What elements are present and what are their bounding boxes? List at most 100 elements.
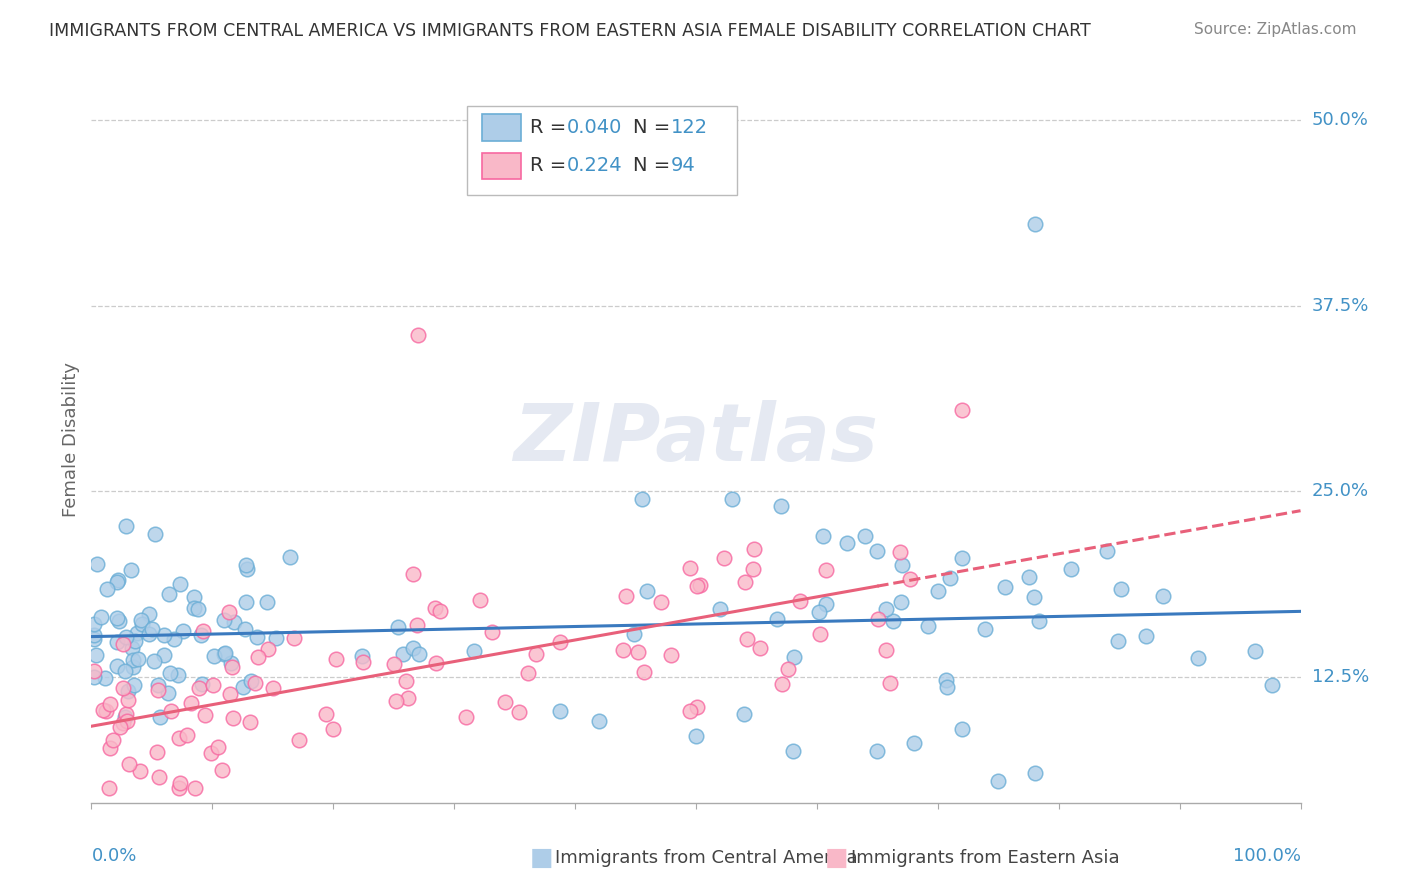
FancyBboxPatch shape	[482, 153, 520, 179]
Point	[938, 571, 960, 585]
Point	[352, 655, 374, 669]
Point	[105, 610, 128, 624]
Point	[83, 669, 105, 683]
Point	[866, 744, 889, 758]
Point	[160, 704, 183, 718]
Point	[402, 566, 425, 581]
Point	[115, 706, 138, 721]
Point	[194, 707, 217, 722]
Point	[807, 605, 830, 619]
Point	[315, 706, 337, 721]
Point	[1024, 217, 1046, 231]
Text: 122: 122	[671, 118, 707, 137]
Point	[96, 582, 118, 596]
Text: 94: 94	[671, 156, 696, 176]
Point	[146, 678, 169, 692]
Point	[183, 590, 205, 604]
Point	[83, 616, 105, 631]
Point	[741, 562, 763, 576]
Point	[121, 640, 143, 655]
Point	[614, 589, 637, 603]
Y-axis label: Female Disability: Female Disability	[62, 362, 80, 516]
Point	[770, 677, 793, 691]
Point	[211, 763, 233, 777]
Point	[148, 682, 170, 697]
Point	[853, 529, 876, 543]
Point	[387, 620, 409, 634]
Point	[811, 529, 834, 543]
Point	[325, 652, 347, 666]
Text: 0.0%: 0.0%	[91, 847, 136, 865]
Point	[221, 660, 243, 674]
Point	[166, 667, 188, 681]
Point	[121, 653, 143, 667]
Point	[810, 627, 832, 641]
Point	[1022, 590, 1045, 604]
Point	[183, 600, 205, 615]
Point	[138, 607, 160, 621]
FancyBboxPatch shape	[482, 114, 520, 141]
Point	[128, 764, 150, 778]
Point	[1135, 629, 1157, 643]
Point	[108, 720, 131, 734]
Point	[950, 722, 973, 736]
Point	[782, 650, 804, 665]
Point	[815, 562, 838, 576]
Text: 0.040: 0.040	[567, 118, 621, 137]
Point	[679, 704, 702, 718]
Point	[882, 615, 904, 629]
Point	[769, 499, 792, 513]
Point	[145, 527, 167, 541]
Point	[814, 598, 837, 612]
Point	[875, 602, 897, 616]
Point	[224, 615, 246, 629]
Point	[180, 696, 202, 710]
Point	[890, 558, 912, 573]
Point	[1024, 766, 1046, 780]
Point	[524, 647, 547, 661]
Point	[679, 561, 702, 575]
Point	[264, 632, 287, 646]
Point	[401, 641, 423, 656]
Text: Immigrants from Central America: Immigrants from Central America	[555, 849, 858, 867]
Point	[626, 645, 648, 659]
Point	[742, 541, 765, 556]
Point	[927, 583, 949, 598]
Point	[152, 648, 174, 662]
Point	[246, 650, 269, 665]
Point	[382, 657, 405, 672]
Point	[221, 657, 243, 671]
Point	[218, 687, 240, 701]
Point	[105, 658, 128, 673]
Point	[153, 628, 176, 642]
Point	[1244, 644, 1267, 658]
Point	[835, 536, 858, 550]
Point	[890, 595, 912, 609]
Point	[235, 558, 257, 573]
Text: ■: ■	[825, 847, 848, 870]
Point	[184, 780, 207, 795]
Point	[83, 664, 105, 678]
Point	[233, 622, 256, 636]
Point	[256, 595, 278, 609]
Point	[191, 677, 214, 691]
Point	[391, 647, 413, 661]
Text: R =: R =	[530, 156, 572, 176]
Point	[138, 627, 160, 641]
Point	[141, 622, 163, 636]
Point	[623, 626, 645, 640]
Point	[262, 681, 284, 695]
Point	[548, 705, 571, 719]
Text: ZIPatlas: ZIPatlas	[513, 401, 879, 478]
Point	[1107, 634, 1129, 648]
Point	[94, 672, 117, 686]
Point	[121, 660, 143, 674]
Point	[232, 680, 254, 694]
Point	[101, 733, 124, 747]
Point	[218, 605, 240, 619]
Text: N =: N =	[633, 156, 676, 176]
Point	[734, 575, 756, 590]
Point	[394, 674, 416, 689]
Point	[283, 631, 305, 645]
Point	[114, 710, 136, 724]
